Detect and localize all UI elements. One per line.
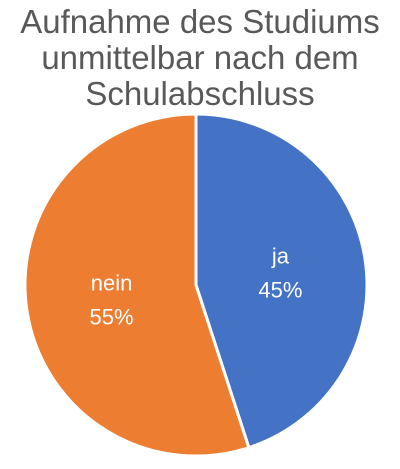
chart-title-line-3: Schulabschluss: [85, 75, 315, 112]
chart-title-line-2: unmittelbar nach dem: [41, 39, 359, 76]
pie-slice-ja: [194, 112, 369, 450]
slice-value-ja: 45%: [258, 278, 302, 303]
slice-label-nein: nein: [91, 270, 133, 295]
slice-label-ja: ja: [271, 244, 290, 269]
chart-title-line-1: Aufnahme des Studiums: [20, 3, 380, 40]
slice-value-nein: 55%: [90, 304, 134, 329]
pie-slice-nein: [23, 112, 251, 458]
chart-title: Aufnahme des Studiums unmittelbar nach d…: [0, 4, 400, 112]
